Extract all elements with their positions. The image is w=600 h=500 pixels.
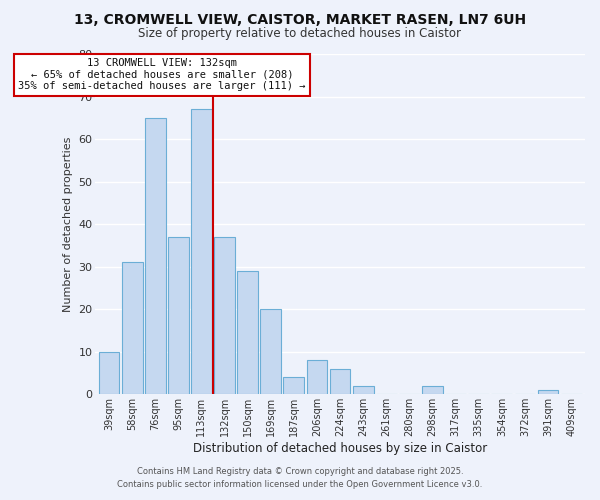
Bar [145,118,166,394]
Bar [260,309,281,394]
Bar [329,369,350,394]
Bar [237,271,258,394]
Bar [214,237,235,394]
Text: 13 CROMWELL VIEW: 132sqm
← 65% of detached houses are smaller (208)
35% of semi-: 13 CROMWELL VIEW: 132sqm ← 65% of detach… [19,58,306,92]
Bar [353,386,374,394]
Y-axis label: Number of detached properties: Number of detached properties [62,136,73,312]
X-axis label: Distribution of detached houses by size in Caistor: Distribution of detached houses by size … [193,442,487,455]
Bar [98,352,119,395]
Bar [307,360,328,394]
Bar [422,386,443,394]
Bar [122,262,143,394]
Bar [191,110,212,395]
Bar [283,378,304,394]
Text: Size of property relative to detached houses in Caistor: Size of property relative to detached ho… [139,28,461,40]
Bar [538,390,559,394]
Text: Contains HM Land Registry data © Crown copyright and database right 2025.
Contai: Contains HM Land Registry data © Crown c… [118,468,482,489]
Bar [168,237,189,394]
Text: 13, CROMWELL VIEW, CAISTOR, MARKET RASEN, LN7 6UH: 13, CROMWELL VIEW, CAISTOR, MARKET RASEN… [74,12,526,26]
